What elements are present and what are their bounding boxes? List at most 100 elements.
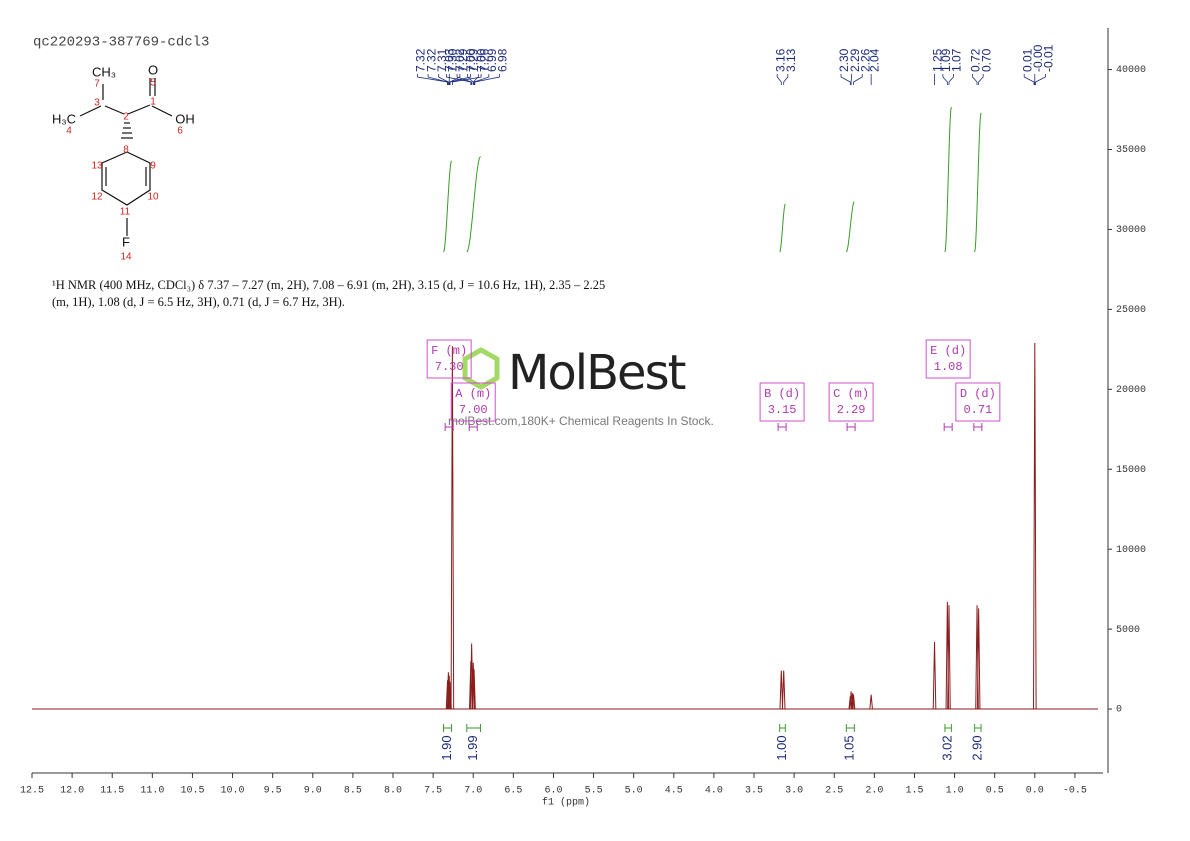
atom-number: 12 [91,192,103,203]
peak-leader [438,74,449,85]
y-tick-label: 0 [1116,705,1122,716]
peak-label: -0.00 [1031,44,1045,72]
peak-label: 7.32 [414,48,428,72]
peak-label: 7.03 [443,48,457,72]
x-tick-label: 2.5 [825,786,843,797]
x-tick-label: 3.0 [785,786,803,797]
x-tick-label: 2.0 [865,786,883,797]
integral-curve [779,203,786,253]
multiplet-shift: 7.00 [459,403,488,417]
atom-number: 4 [66,126,72,137]
y-tick-label: 40000 [1116,65,1146,76]
peak-label: 1.09 [939,48,953,72]
x-tick-label: 12.0 [60,786,84,797]
peak-leader [942,74,948,85]
x-tick-label: 6.0 [544,786,562,797]
bond [104,105,125,115]
peak-leader [1023,74,1035,85]
peak-leader [853,74,863,85]
atom-number: 6 [177,126,183,137]
ring [101,151,151,206]
peak [447,675,451,710]
peak-label: 7.30 [445,48,459,72]
integral-bracket [779,724,786,732]
nmr-description: ¹H NMR (400 MHz, CDCl₃) δ 7.37 – 7.27 (m… [52,278,606,309]
x-tick-label: 11.5 [100,786,124,797]
integral-label: 1.00 [774,735,789,760]
peak-label: 6.98 [496,48,510,72]
peak-label: 2.29 [848,48,862,72]
peak-label: 0.01 [1020,48,1034,72]
x-tick-label: 9.5 [264,786,282,797]
peak-leader [783,74,789,85]
peak [450,346,455,710]
y-tick-label: 20000 [1116,385,1146,396]
integral-bracket [443,724,453,732]
peak-label: 7.00 [464,48,478,72]
chart-title: qc220293-387769-cdcl3 [33,35,209,51]
peak-leader [978,74,984,85]
atom-number: 14 [120,252,132,263]
integral-curve [974,112,982,253]
integral-curve [466,156,481,253]
x-tick-label: 0.5 [986,786,1004,797]
watermark-brand: MolBest [508,345,686,401]
peak-label: 7.00 [474,48,488,72]
multiplet-box [828,382,874,422]
peak-label: 7.29 [456,48,470,72]
x-tick-label: 6.5 [504,786,522,797]
y-tick-label: 5000 [1116,625,1140,636]
multiplet-name: B (d) [764,387,800,401]
multiplet-range [468,423,478,431]
x-tick-label: 5.5 [585,786,603,797]
peak [851,694,856,710]
atom-number: 2 [123,112,129,123]
multiplet-box [955,382,1001,422]
peak-label: 6.99 [485,48,499,72]
peak-leader [474,74,500,85]
x-tick-label: 8.0 [384,786,402,797]
integral-bracket [466,724,481,732]
multiplet-box [925,339,971,379]
multiplet-name: C (m) [833,387,869,401]
peak-label: 1.07 [950,48,964,72]
bond [127,104,151,115]
y-tick-label: 15000 [1116,465,1146,476]
multiplet-box [450,382,496,422]
peak-label: 7.31 [435,48,449,72]
multiplet-shift: 0.71 [963,403,992,417]
atom-number: 11 [120,207,131,218]
atom: O [148,62,158,77]
integral-bracket [845,724,855,732]
peak-leader [473,74,490,85]
peak [976,608,981,710]
peak-leader [850,74,853,85]
multiplet-shift: 7.30 [435,360,464,374]
multiplet-range [444,423,454,431]
peak [947,605,951,710]
peak-label: 3.13 [784,48,798,72]
bond [79,105,102,117]
bond [151,105,173,117]
integral-label: 3.02 [940,735,955,760]
peak-label: 3.16 [773,48,787,72]
peak-label: 7.32 [424,48,438,72]
multiplet-shift: 1.08 [934,360,963,374]
peak-label: 7.26 [477,48,491,72]
watermark-logo [462,347,500,390]
y-tick-label: 30000 [1116,225,1146,236]
y-tick-label: 35000 [1116,145,1146,156]
multiplet-name: E (d) [930,344,966,358]
multiplet-shift: 3.15 [768,403,797,417]
atom: H₃C [52,111,76,126]
peak-leader [446,74,472,85]
peak [472,669,476,710]
peak-label: 7.29 [467,48,481,72]
multiplet-range [777,423,787,431]
integral-bracket [974,724,982,732]
multiplet-range [943,423,953,431]
multiplet-name: F (m) [431,344,467,358]
peak [869,694,873,710]
